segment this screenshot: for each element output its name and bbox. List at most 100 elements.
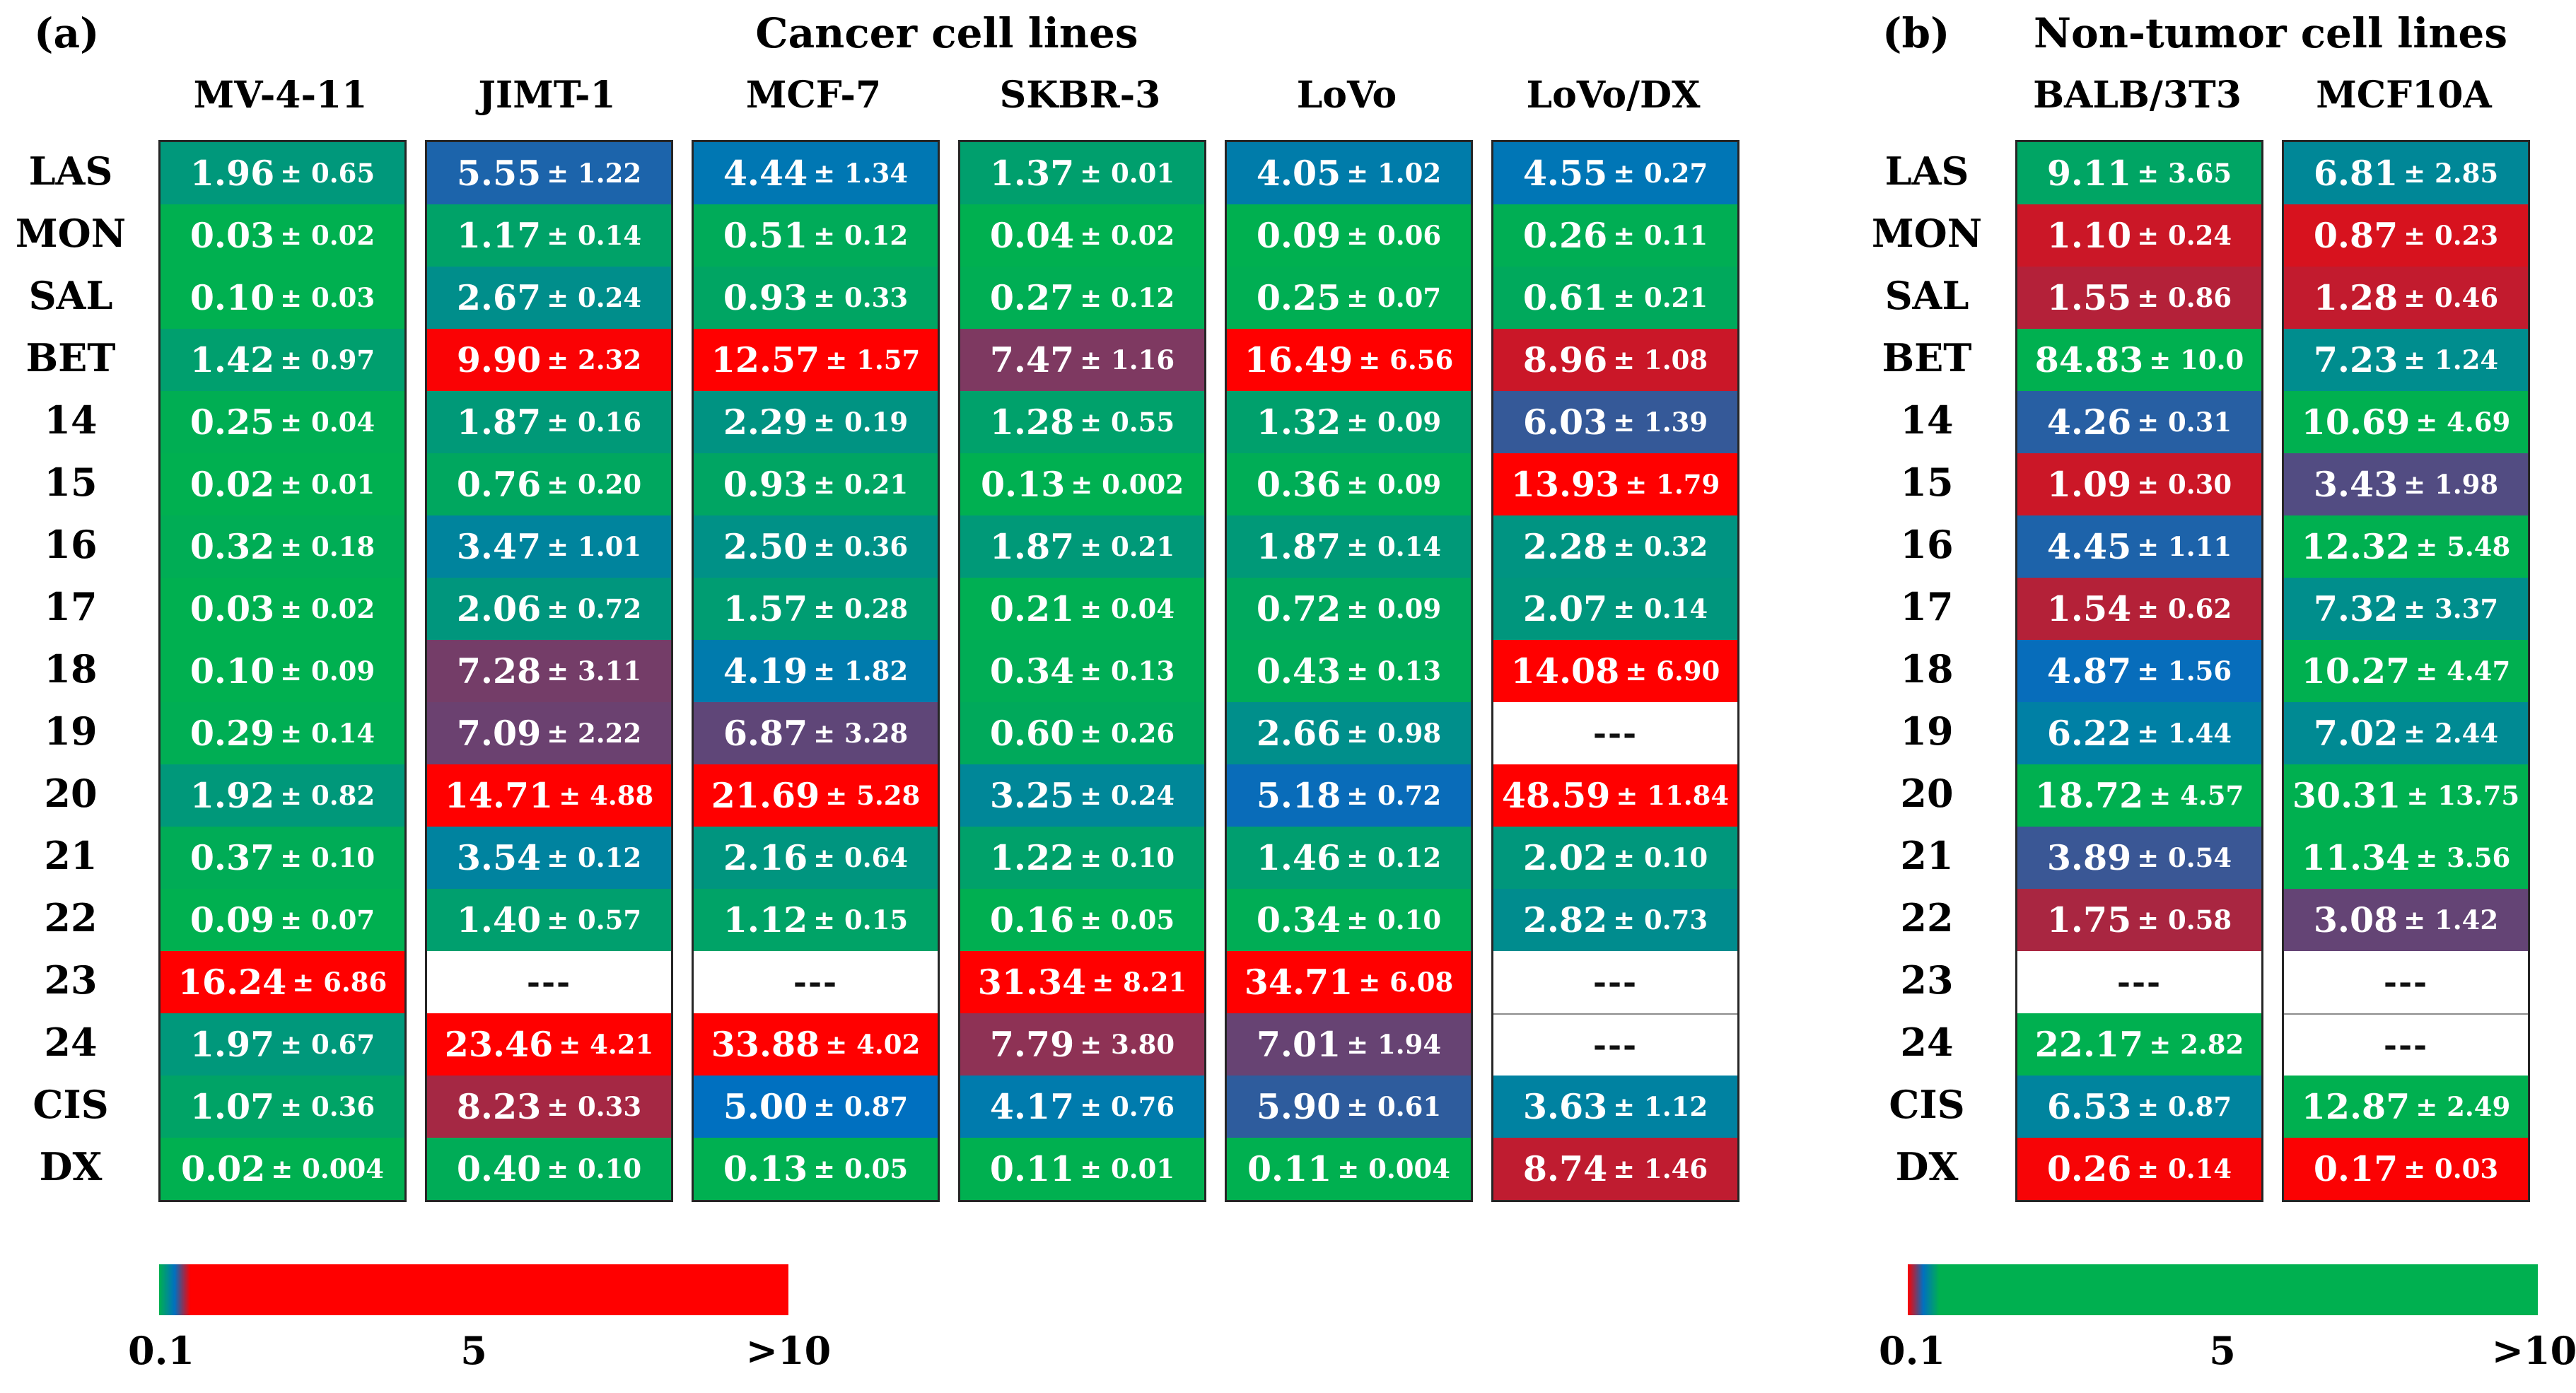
cell-value: 2.66 <box>1256 713 1341 754</box>
cell-value: 7.09 <box>456 713 542 754</box>
heatmap-column-mcf10a: 6.81 ± 2.85 0.87 ± 0.23 1.28 ± 0.46 7.23 ± 1.24… <box>2282 140 2530 1202</box>
heatmap-cell-las-jimt-1: 5.55 ± 1.22 <box>427 142 671 204</box>
row-label-22: 22 <box>1900 895 1954 940</box>
cell-value: 12.87 <box>2301 1086 2411 1127</box>
heatmap-cell-24-skbr-3: 7.79 ± 3.80 <box>960 1013 1204 1076</box>
cell-value: 16.49 <box>1244 339 1353 380</box>
heatmap-cell-mon-jimt-1: 1.17 ± 0.14 <box>427 204 671 267</box>
heatmap-cell-las-balb-3t3: 9.11 ± 3.65 <box>2017 142 2261 204</box>
column-header-jimt-1: JIMT-1 <box>478 74 616 117</box>
heatmap-cell-15-mcf10a: 3.43 ± 1.98 <box>2284 453 2528 515</box>
cell-value: 1.12 <box>723 899 808 940</box>
heatmap-cell-14-balb-3t3: 4.26 ± 0.31 <box>2017 391 2261 453</box>
cell-value: 0.36 <box>1256 464 1341 505</box>
cell-value: 0.21 <box>989 588 1075 629</box>
cell-error: ± 0.86 <box>2137 282 2232 313</box>
cell-value: 2.07 <box>1522 588 1608 629</box>
heatmap-cell-23-mcf10a: --- <box>2284 951 2528 1013</box>
heatmap-cell-23-lovo: 34.71 ± 6.08 <box>1227 951 1471 1013</box>
heatmap-cell-19-mcf-7: 6.87 ± 3.28 <box>694 702 938 764</box>
heatmap-cell-dx-jimt-1: 0.40 ± 0.10 <box>427 1138 671 1200</box>
cell-value: 8.96 <box>1522 339 1608 380</box>
panel-a-colorbar-mid-label: 5 <box>460 1328 487 1373</box>
cell-error: ± 5.48 <box>2415 531 2511 562</box>
heatmap-cell-15-jimt-1: 0.76 ± 0.20 <box>427 453 671 515</box>
row-label-18: 18 <box>1900 646 1954 692</box>
cell-value: 5.18 <box>1256 775 1341 816</box>
cell-value: 1.09 <box>2046 464 2132 505</box>
cell-error: ± 0.01 <box>280 469 375 500</box>
cell-value: 6.81 <box>2313 153 2399 194</box>
heatmap-cell-cis-mv-4-11: 1.07 ± 0.36 <box>161 1076 404 1138</box>
heatmap-cell-24-mcf10a: --- <box>2284 1013 2528 1076</box>
cell-value: 31.34 <box>977 962 1087 1003</box>
heatmap-cell-20-jimt-1: 14.71 ± 4.88 <box>427 764 671 827</box>
cell-error: ± 0.004 <box>271 1153 385 1184</box>
heatmap-cell-23-mcf-7: --- <box>694 951 938 1013</box>
cell-value: 8.23 <box>456 1086 542 1127</box>
panel-a-tag: (a) <box>34 9 100 57</box>
cell-value: 14.71 <box>444 775 554 816</box>
not-available-dashes: --- <box>793 963 839 1001</box>
cell-value: 0.61 <box>1522 277 1608 318</box>
heatmap-cell-bet-mcf-7: 12.57 ± 1.57 <box>694 329 938 391</box>
heatmap-cell-21-jimt-1: 3.54 ± 0.12 <box>427 827 671 889</box>
heatmap-cell-18-mv-4-11: 0.10 ± 0.09 <box>161 640 404 702</box>
cell-error: ± 0.14 <box>547 220 642 251</box>
cell-value: 0.40 <box>456 1148 542 1189</box>
cell-error: ± 1.44 <box>2137 718 2232 749</box>
heatmap-cell-18-balb-3t3: 4.87 ± 1.56 <box>2017 640 2261 702</box>
cell-value: 0.34 <box>1256 899 1341 940</box>
cell-error: ± 13.75 <box>2406 780 2520 811</box>
cell-value: 1.17 <box>456 215 542 256</box>
cell-error: ± 0.21 <box>1613 282 1708 313</box>
row-label-cis: CIS <box>1889 1082 1965 1127</box>
cell-value: 3.54 <box>456 837 542 878</box>
cell-value: 33.88 <box>711 1024 820 1065</box>
cell-value: 1.07 <box>190 1086 275 1127</box>
cell-value: 0.02 <box>190 464 275 505</box>
panel-b-colorbar-mid-label: 5 <box>2209 1328 2236 1373</box>
cell-value: 23.46 <box>444 1024 554 1065</box>
column-header-mcf10a: MCF10A <box>2316 74 2492 117</box>
heatmap-cell-14-lovo-dx: 6.03 ± 1.39 <box>1493 391 1737 453</box>
cell-value: 48.59 <box>1501 775 1611 816</box>
cell-value: 12.57 <box>711 339 820 380</box>
cell-value: 1.57 <box>723 588 808 629</box>
heatmap-cell-22-mv-4-11: 0.09 ± 0.07 <box>161 889 404 951</box>
heatmap-cell-22-balb-3t3: 1.75 ± 0.58 <box>2017 889 2261 951</box>
cell-error: ± 4.47 <box>2415 655 2511 687</box>
heatmap-cell-22-mcf-7: 1.12 ± 0.15 <box>694 889 938 951</box>
cell-value: 0.76 <box>456 464 542 505</box>
cell-error: ± 0.58 <box>2137 904 2232 936</box>
panel-b-colorbar <box>1908 1264 2538 1315</box>
cell-value: 11.34 <box>2301 837 2411 878</box>
heatmap-cell-18-skbr-3: 0.34 ± 0.13 <box>960 640 1204 702</box>
cell-error: ± 3.37 <box>2403 593 2499 624</box>
cell-error: ± 0.07 <box>280 904 375 936</box>
cell-value: 2.02 <box>1522 837 1608 878</box>
heatmap-cell-mon-balb-3t3: 1.10 ± 0.24 <box>2017 204 2261 267</box>
cell-value: 3.43 <box>2313 464 2399 505</box>
cell-value: 1.22 <box>989 837 1075 878</box>
row-label-15: 15 <box>44 460 98 505</box>
heatmap-cell-24-mv-4-11: 1.97 ± 0.67 <box>161 1013 404 1076</box>
cell-value: 2.29 <box>723 402 808 443</box>
cell-error: ± 1.39 <box>1613 407 1708 438</box>
heatmap-cell-17-lovo: 0.72 ± 0.09 <box>1227 578 1471 640</box>
cell-error: ± 1.98 <box>2403 469 2499 500</box>
cell-error: ± 0.14 <box>1346 531 1442 562</box>
cell-error: ± 3.65 <box>2137 158 2232 189</box>
cell-error: ± 0.004 <box>1337 1153 1451 1184</box>
column-header-lovo-dx: LoVo/DX <box>1526 74 1701 117</box>
row-labels: LAS MON SAL BET 14 15 16 17 18 19 20 21 22 23 24 CIS DX <box>1838 140 2015 1198</box>
heatmap-cell-23-mv-4-11: 16.24 ± 6.86 <box>161 951 404 1013</box>
heatmap-cell-bet-jimt-1: 9.90 ± 2.32 <box>427 329 671 391</box>
cell-value: 18.72 <box>2034 775 2144 816</box>
panel-b-tag: (b) <box>1882 9 1950 57</box>
heatmap-cell-bet-mv-4-11: 1.42 ± 0.97 <box>161 329 404 391</box>
heatmap-cell-20-lovo: 5.18 ± 0.72 <box>1227 764 1471 827</box>
heatmap-column-skbr-3: 1.37 ± 0.01 0.04 ± 0.02 0.27 ± 0.12 7.47 ± 1.16… <box>958 140 1206 1202</box>
cell-value: 2.16 <box>723 837 808 878</box>
cell-error: ± 3.28 <box>813 718 909 749</box>
